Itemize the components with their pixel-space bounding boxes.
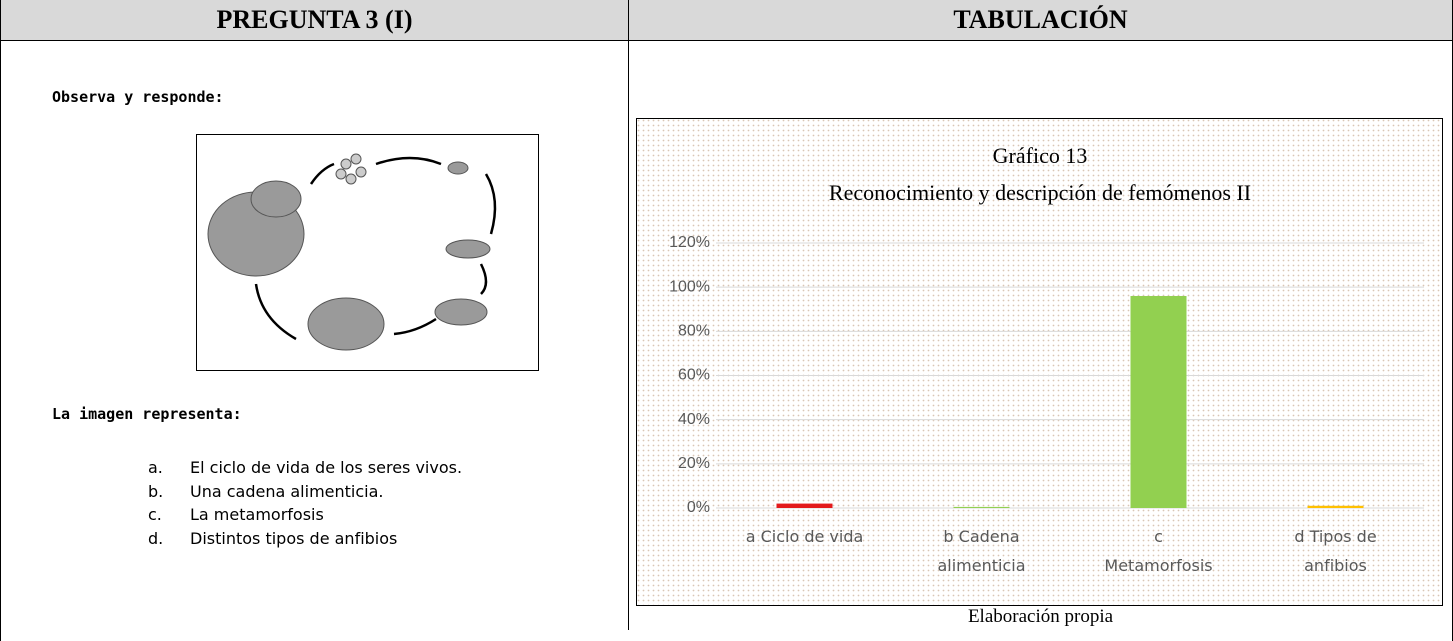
- column-divider: [628, 0, 629, 630]
- chart-subtitle: Reconocimiento y descripción de femómeno…: [829, 180, 1251, 205]
- y-tick-label: 40%: [678, 411, 710, 428]
- answer-letter: d.: [148, 528, 164, 548]
- source: Elaboración propia: [967, 606, 1114, 627]
- life-cycle-image: [196, 134, 539, 371]
- x-label-box: d Tipos de anfibios: [1294, 527, 1377, 575]
- answer-letter: b.: [148, 481, 164, 501]
- frog-drawings: [207, 153, 491, 351]
- bar: [1307, 505, 1364, 508]
- answer-text: Una cadena alimenticia.: [190, 481, 384, 501]
- x-tick-label: c Metamorfosis: [1104, 527, 1213, 575]
- answer-text: El ciclo de vida de los seres vivos.: [190, 458, 463, 477]
- x-label-box: c Metamorfosis: [1104, 527, 1213, 575]
- x-label-box: b Cadena alimenticia: [937, 527, 1026, 575]
- answer-text: La metamorfosis: [190, 505, 324, 524]
- y-tick-label: 100%: [669, 278, 710, 295]
- answer-text: Distintos tipos de anfibios: [190, 528, 398, 548]
- prompt: Observa y responde:: [52, 88, 224, 106]
- x-label-box: a Ciclo de vida: [745, 527, 864, 546]
- chart-title: Gráfico 13: [993, 143, 1088, 168]
- bar: [776, 503, 833, 508]
- y-tick-label: 0%: [687, 499, 710, 516]
- cycle-arrows: [254, 156, 497, 341]
- header-left: PREGUNTA 3 (I): [1, 0, 628, 41]
- statement: La imagen representa:: [52, 405, 242, 423]
- chart: Gráfico 13 Reconocimiento y descripción …: [636, 118, 1443, 606]
- y-tick-label: 80%: [678, 323, 710, 340]
- y-tick-label: 20%: [678, 455, 710, 472]
- bar: [953, 506, 1010, 508]
- x-tick-label: b Cadena alimenticia: [937, 527, 1026, 575]
- x-tick-label: d Tipos de anfibios: [1294, 527, 1377, 575]
- y-tick-label: 120%: [669, 234, 710, 251]
- header-right: TABULACIÓN: [629, 0, 1452, 41]
- answer-letter: a.: [148, 458, 163, 477]
- y-tick-label: 60%: [678, 367, 710, 384]
- x-tick-label: a Ciclo de vida: [745, 527, 864, 546]
- chart-frame: [636, 118, 1443, 606]
- answer-letter: c.: [148, 505, 162, 524]
- bar: [1130, 296, 1187, 508]
